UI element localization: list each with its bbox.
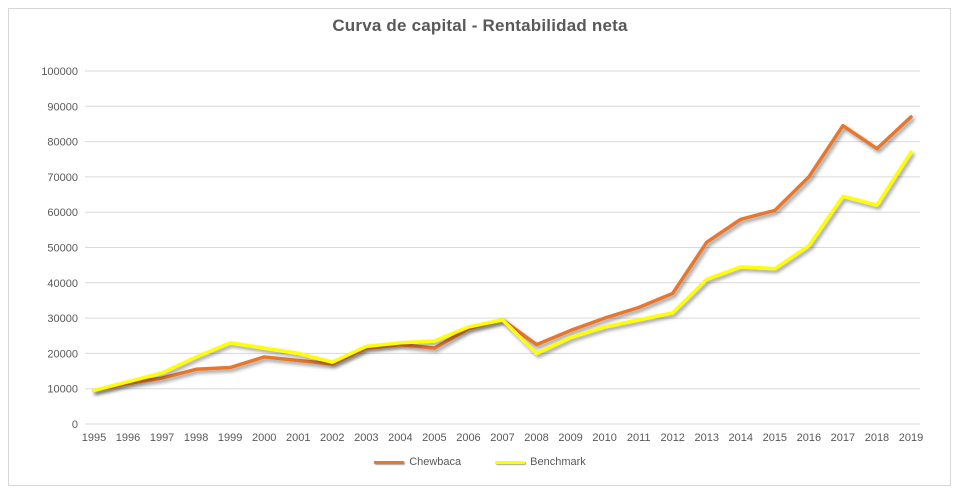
y-axis-tick-label: 0 xyxy=(72,419,78,431)
x-axis-tick-label: 2019 xyxy=(899,432,923,444)
y-axis-tick-label: 40000 xyxy=(47,278,78,290)
x-axis-tick-label: 2010 xyxy=(592,432,616,444)
x-axis-tick-label: 2011 xyxy=(627,432,651,444)
x-axis-tick-label: 1998 xyxy=(184,432,208,444)
chart-legend: Chewbaca Benchmark xyxy=(0,456,960,468)
x-axis-tick-label: 2017 xyxy=(831,432,855,444)
series-line-benchmark[interactable] xyxy=(92,150,913,393)
x-axis-tick-label: 2008 xyxy=(524,432,548,444)
x-axis-tick-label: 2012 xyxy=(660,432,684,444)
legend-label: Benchmark xyxy=(530,456,586,468)
y-axis-tick-label: 50000 xyxy=(47,243,78,255)
x-axis-tick-label: 2002 xyxy=(320,432,344,444)
y-axis-tick-label: 20000 xyxy=(47,348,78,360)
x-axis-tick-label: 2007 xyxy=(490,432,514,444)
chart-title: Curva de capital - Rentabilidad neta xyxy=(332,16,628,35)
y-axis-tick-label: 30000 xyxy=(47,313,78,325)
x-axis-tick-label: 2016 xyxy=(797,432,821,444)
chewbaca-line-swatch-icon xyxy=(374,460,405,464)
x-axis-tick-label: 2006 xyxy=(456,432,480,444)
x-axis-tick-label: 2013 xyxy=(695,432,719,444)
y-axis-tick-label: 90000 xyxy=(47,101,78,113)
x-axis-tick-label: 2004 xyxy=(388,432,412,444)
legend-item-chewbaca[interactable]: Chewbaca xyxy=(374,456,461,468)
x-axis-tick-label: 1995 xyxy=(82,432,106,444)
x-axis-tick-label: 1997 xyxy=(150,432,174,444)
y-axis-tick-label: 80000 xyxy=(47,137,78,149)
x-axis-tick-label: 2003 xyxy=(354,432,378,444)
x-axis-tick-label: 2014 xyxy=(729,432,753,444)
legend-item-benchmark[interactable]: Benchmark xyxy=(495,456,586,468)
y-axis-tick-label: 60000 xyxy=(47,207,78,219)
x-axis-tick-label: 2000 xyxy=(252,432,276,444)
x-axis-tick-label: 2015 xyxy=(763,432,787,444)
x-axis-tick-label: 1996 xyxy=(116,432,140,444)
x-axis-tick-label: 2001 xyxy=(286,432,310,444)
x-axis-tick-label: 2005 xyxy=(422,432,446,444)
x-axis-tick-label: 1999 xyxy=(218,432,242,444)
x-axis-tick-label: 2009 xyxy=(558,432,582,444)
benchmark-line-swatch-icon xyxy=(495,460,526,464)
y-axis-tick-label: 70000 xyxy=(47,172,78,184)
y-axis-tick-label: 100000 xyxy=(41,66,78,78)
x-axis-tick-label: 2018 xyxy=(865,432,889,444)
y-axis-tick-label: 10000 xyxy=(47,384,78,396)
legend-label: Chewbaca xyxy=(409,456,462,468)
